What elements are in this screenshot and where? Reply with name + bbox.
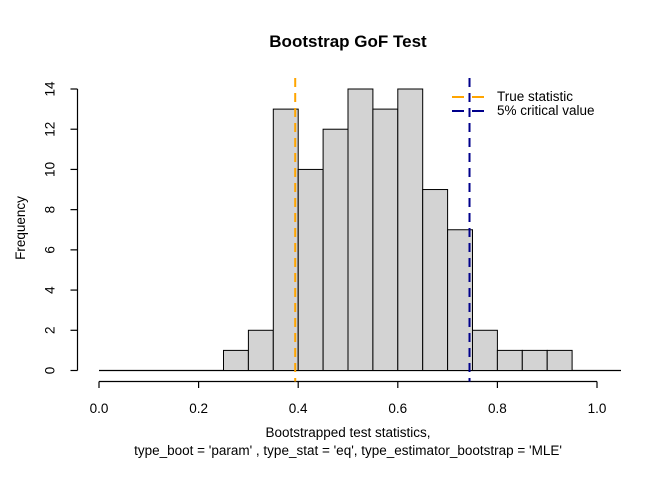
critical-value-dashed-line-swatch	[452, 110, 487, 112]
y-tick-label-8: 8	[43, 206, 58, 214]
histogram-bar	[347, 88, 374, 371]
legend-label-true-statistic: True statistic	[497, 89, 574, 104]
legend: True statistic 5% critical value	[452, 90, 595, 118]
y-tick-label-4: 4	[43, 286, 58, 294]
histogram-bar	[247, 329, 274, 371]
y-tick-label-12: 12	[43, 122, 58, 137]
histogram-bar	[372, 108, 399, 371]
x-tick-label-0.2: 0.2	[189, 401, 208, 416]
legend-label-critical-value: 5% critical value	[497, 103, 595, 118]
y-tick-label-14: 14	[43, 81, 58, 97]
histogram-bar	[422, 189, 449, 371]
histogram-bar	[496, 349, 523, 371]
histogram-bar	[546, 349, 573, 371]
true-statistic-dashed-line-swatch	[452, 96, 487, 98]
x-tick-label-0.4: 0.4	[289, 401, 308, 416]
legend-item-true-statistic: True statistic	[452, 90, 595, 104]
x-axis-caption-line1: Bootstrapped test statistics,	[265, 425, 431, 440]
histogram-bar	[472, 329, 498, 371]
x-tick-label-0.0: 0.0	[90, 401, 109, 416]
histogram-bar	[322, 128, 349, 371]
histogram-bar	[521, 349, 548, 371]
histogram-bar	[272, 108, 299, 371]
x-tick-label-0.6: 0.6	[388, 401, 407, 416]
histogram-bar	[447, 229, 474, 371]
x-tick-label-1.0: 1.0	[588, 401, 607, 416]
chart-title: Bootstrap GoF Test	[269, 32, 427, 51]
histogram-bar	[397, 88, 424, 371]
histogram-bar	[297, 168, 324, 371]
x-tick-label-0.8: 0.8	[488, 401, 507, 416]
y-tick-label-10: 10	[43, 162, 58, 177]
histogram-bar	[223, 349, 249, 371]
y-tick-label-0: 0	[43, 367, 58, 375]
y-tick-label-2: 2	[43, 327, 58, 335]
y-tick-label-6: 6	[43, 246, 58, 254]
legend-item-critical-value: 5% critical value	[452, 104, 595, 118]
x-axis-caption-line2: type_boot = 'param' , type_stat = 'eq', …	[134, 443, 562, 458]
